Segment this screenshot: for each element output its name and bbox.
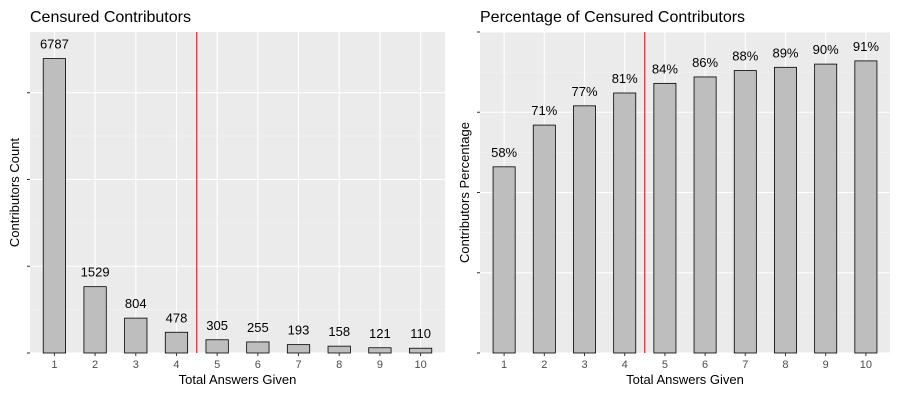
bar-5 [653,82,677,354]
x-tick-label-9: 9 [823,359,829,371]
data-label-2: 71% [531,103,557,118]
bar-1 [492,166,516,354]
data-label-1: 58% [491,145,517,160]
data-label-4: 81% [612,71,638,86]
bar-1 [42,58,67,354]
data-label-5: 84% [652,61,678,76]
x-tick-label-7: 7 [295,359,301,371]
data-label-8: 89% [772,45,798,60]
data-label-9: 121 [369,326,391,341]
data-label-7: 193 [288,323,310,338]
bar-2 [532,124,556,354]
x-tick-label-1: 1 [51,359,57,371]
x-tick-label-4: 4 [173,359,179,371]
data-label-4: 478 [166,310,188,325]
bar-7 [733,70,757,354]
x-axis-title: Total Answers Given [626,372,744,387]
bar-8 [327,345,351,354]
x-axis-title: Total Answers Given [179,372,297,387]
bar-10 [854,60,878,354]
x-tick-label-1: 1 [501,359,507,371]
bar-2 [83,286,107,354]
x-tick-label-3: 3 [133,359,139,371]
data-label-10: 91% [853,39,879,54]
x-tick-label-10: 10 [860,359,872,371]
x-tick-label-8: 8 [782,359,788,371]
bar-7 [286,344,311,354]
data-label-6: 255 [247,320,269,335]
bar-8 [774,66,797,354]
bar-10 [408,347,433,354]
x-tick-label-9: 9 [377,359,383,371]
data-label-2: 1529 [81,265,110,280]
bar-5 [205,339,229,354]
x-tick-label-6: 6 [702,359,708,371]
data-label-6: 86% [692,55,718,70]
data-label-7: 88% [732,49,758,64]
chart-title: Percentage of Censured Contributors [480,9,745,26]
x-tick-label-2: 2 [92,359,98,371]
x-tick-label-7: 7 [742,359,748,371]
x-tick-label-10: 10 [414,359,426,371]
bar-9 [814,63,838,354]
bar-4 [613,92,637,354]
bar-3 [573,105,596,354]
x-tick-label-6: 6 [255,359,261,371]
x-tick-label-3: 3 [581,359,587,371]
data-label-3: 77% [571,84,597,99]
data-label-5: 305 [206,318,228,333]
data-label-10: 110 [410,326,431,341]
data-label-3: 804 [125,296,147,311]
bar-9 [368,347,392,354]
x-tick-label-8: 8 [336,359,342,371]
x-tick-label-5: 5 [214,359,220,371]
chart-title: Censured Contributors [30,9,191,26]
bar-6 [693,76,717,354]
x-tick-label-5: 5 [662,359,668,371]
y-axis-title: Contributors Count [7,138,22,247]
bar-4 [164,331,189,354]
data-label-8: 158 [328,324,350,339]
x-tick-label-4: 4 [622,359,628,371]
bar-3 [124,317,148,354]
data-label-1: 6787 [40,37,69,52]
bar-6 [246,341,270,354]
x-tick-label-2: 2 [541,359,547,371]
chart-percentage-censured-contributors: Percentage of Censured Contributors58%71… [457,9,890,387]
data-label-9: 90% [813,42,839,57]
y-axis-title: Contributors Percentage [457,122,472,263]
